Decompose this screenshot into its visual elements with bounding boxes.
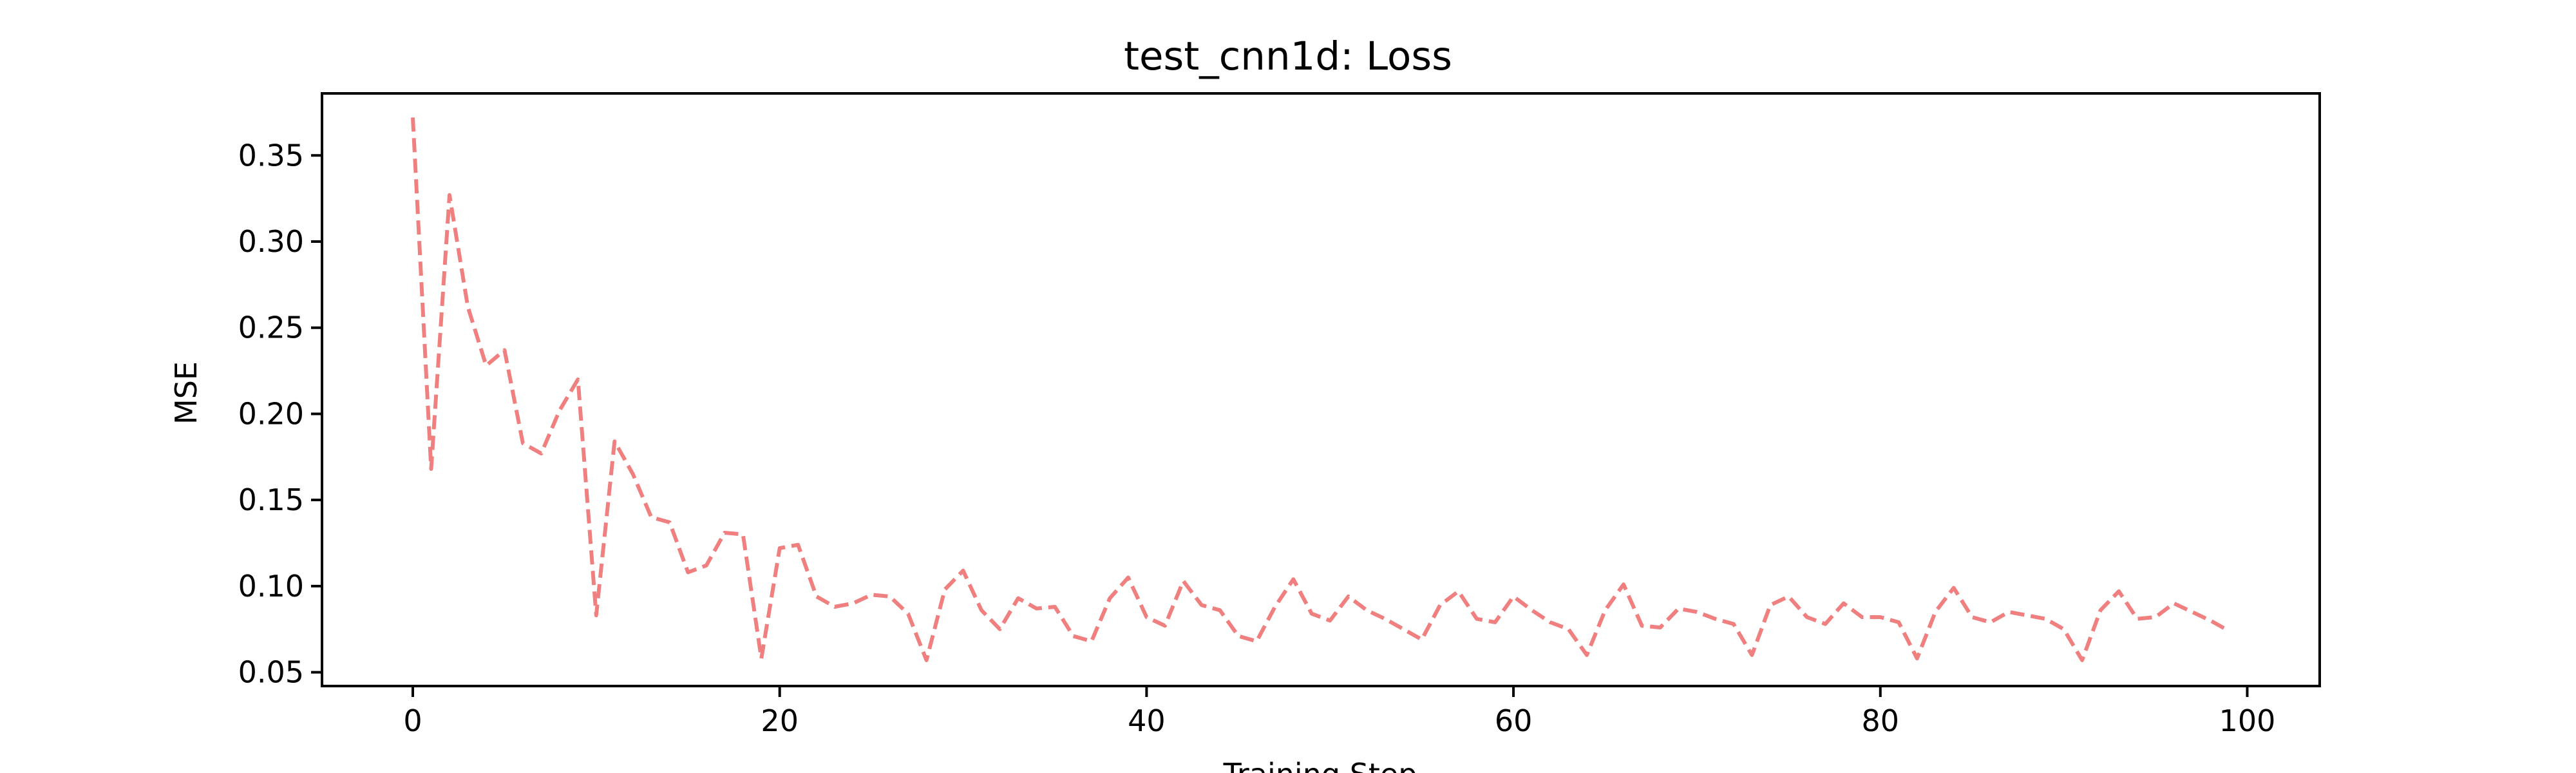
x-tick-label: 100	[2219, 703, 2276, 738]
x-tick-label: 80	[1862, 703, 1900, 738]
loss-series-line	[411, 117, 2230, 662]
y-tick-label: 0.35	[238, 138, 304, 173]
x-tick-label: 60	[1495, 703, 1533, 738]
y-tick-label: 0.05	[238, 655, 304, 690]
chart-title: test_cnn1d: Loss	[1124, 33, 1452, 79]
x-tick-label: 20	[761, 703, 799, 738]
y-tick-label: 0.15	[238, 482, 304, 517]
y-tick-label: 0.10	[238, 569, 304, 604]
x-axis: 0 20 40 60 80 100	[403, 686, 2275, 738]
y-tick-label: 0.25	[238, 310, 304, 345]
y-axis-label: MSE	[169, 361, 204, 425]
y-tick-label: 0.20	[238, 396, 304, 431]
plot-frame	[321, 92, 2321, 687]
y-tick-label: 0.30	[238, 224, 304, 259]
y-axis: 0.05 0.10 0.15 0.20 0.25 0.30 0.35	[238, 138, 322, 690]
x-tick-label: 0	[403, 703, 422, 738]
x-tick-label: 40	[1128, 703, 1166, 738]
plot-area	[411, 117, 2230, 662]
x-axis-label: Training Step	[1223, 757, 1417, 773]
